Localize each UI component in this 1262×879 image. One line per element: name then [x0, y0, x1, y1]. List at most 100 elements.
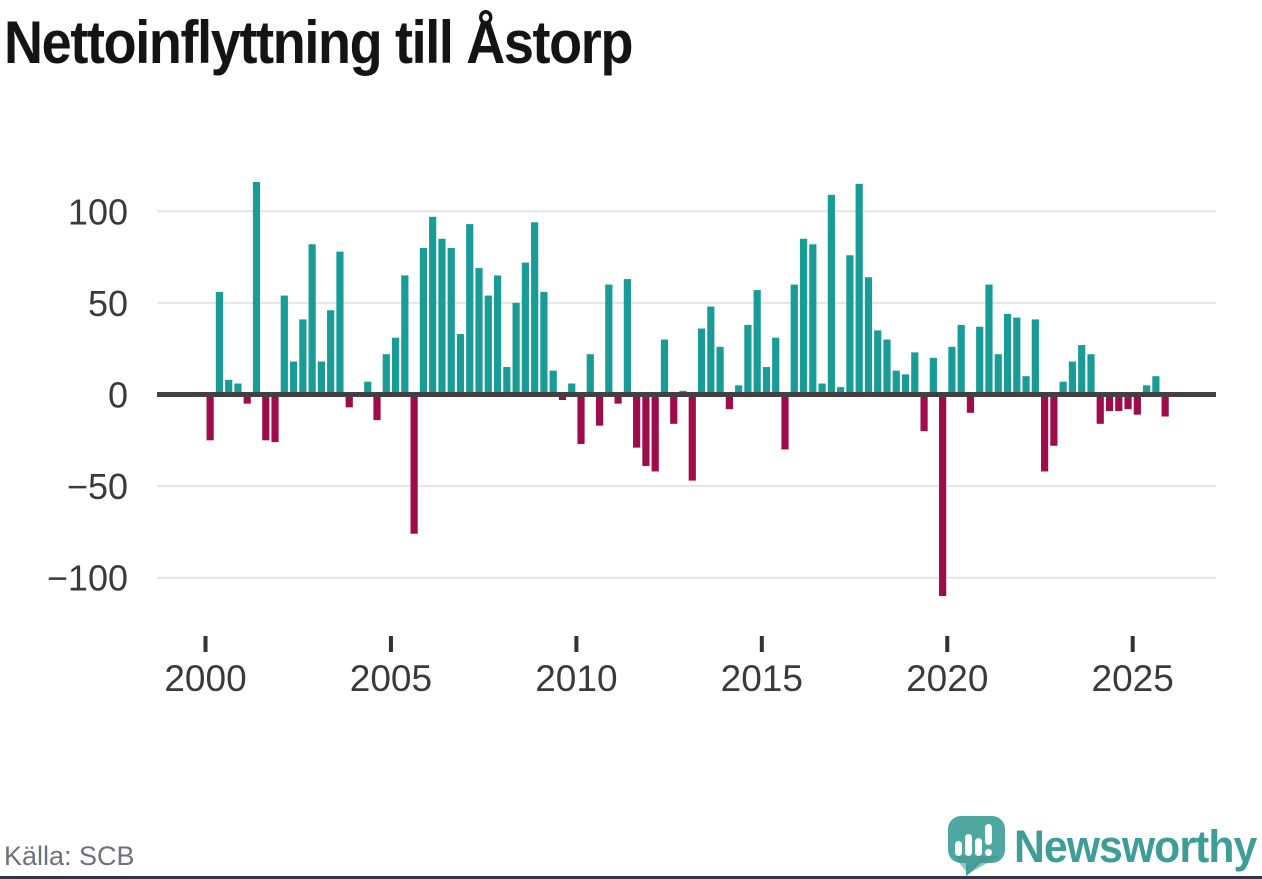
chart-title: Nettoinflyttning till Åstorp: [4, 9, 633, 76]
bar: [901, 374, 910, 395]
bar: [1133, 394, 1141, 415]
bar: [827, 194, 835, 395]
y-axis-label: 100: [68, 191, 128, 232]
bar: [438, 238, 446, 395]
bar: [1022, 376, 1030, 395]
newsworthy-logo-icon: [948, 816, 1005, 877]
bar: [484, 295, 492, 395]
source-label: Källa: SCB: [4, 841, 135, 871]
y-axis-label: −100: [47, 558, 128, 599]
bar: [475, 268, 483, 395]
bar: [614, 394, 622, 404]
bar: [419, 247, 427, 395]
bar: [642, 394, 650, 466]
bar: [225, 379, 233, 395]
bar: [985, 284, 993, 395]
bar: [753, 290, 761, 395]
bar: [864, 277, 873, 395]
bar: [994, 354, 1002, 395]
bar: [633, 394, 641, 448]
bar: [382, 354, 390, 395]
bar: [271, 394, 279, 443]
bar: [744, 324, 752, 395]
bar: [670, 394, 678, 424]
bar: [716, 346, 724, 395]
bar: [289, 361, 298, 395]
bar: [605, 284, 613, 395]
y-axis-label: 50: [88, 283, 128, 324]
bar: [466, 224, 474, 395]
bar: [1152, 376, 1160, 395]
bar: [262, 394, 270, 441]
x-axis-label: 2000: [164, 658, 246, 699]
logo-exclamation-dot: [985, 849, 992, 856]
bar: [707, 306, 715, 395]
bar: [883, 339, 891, 395]
logo-bar-medium: [975, 838, 982, 856]
bar: [531, 222, 539, 395]
bar: [809, 244, 817, 395]
bar: [521, 262, 529, 395]
x-axis-label: 2020: [906, 658, 988, 699]
bar: [948, 346, 956, 395]
bar: [837, 387, 845, 395]
bar: [651, 394, 659, 472]
bar: [252, 181, 261, 395]
bar: [911, 352, 919, 395]
bottom-strip: [0, 876, 1262, 879]
y-axis-label: −50: [67, 466, 128, 507]
bar: [1115, 394, 1123, 411]
bar: [308, 244, 316, 395]
bar: [456, 334, 465, 395]
bar: [1059, 381, 1067, 395]
bar: [1013, 317, 1021, 395]
x-axis-label: 2015: [721, 658, 803, 699]
bar: [892, 370, 900, 395]
bar-chart: 100 50 0 −50 −100 2000 2005 2010 2015 2020 2025: [47, 181, 1216, 699]
logo-exclamation-bar: [985, 824, 992, 845]
bar: [1096, 394, 1104, 424]
bar: [577, 394, 585, 444]
y-axis-label: 0: [108, 375, 128, 416]
bar: [540, 291, 548, 395]
bar: [855, 183, 863, 395]
logo-bubble-shade: [954, 856, 1000, 874]
bar: [939, 394, 947, 597]
bar: [735, 385, 743, 395]
bar: [957, 324, 965, 395]
bar: [781, 394, 789, 450]
bar: [976, 326, 984, 395]
bar: [1143, 385, 1151, 395]
bar: [772, 337, 780, 395]
bar: [1087, 354, 1095, 395]
bar: [410, 394, 418, 534]
bar: [317, 361, 325, 395]
bar: [1041, 394, 1049, 472]
bar: [280, 295, 288, 395]
bar: [401, 275, 409, 395]
bar: [920, 394, 928, 432]
bar: [1124, 394, 1132, 410]
bar: [1105, 394, 1114, 411]
x-axis-label: 2005: [350, 658, 432, 699]
bar: [846, 255, 854, 395]
bar: [568, 383, 576, 395]
brand-logo: Newsworthy: [948, 814, 1262, 878]
bar: [345, 394, 353, 408]
bar: [929, 357, 937, 395]
bar: [512, 302, 520, 395]
bar: [299, 319, 307, 395]
bar: [429, 216, 437, 395]
bar: [762, 367, 771, 395]
logo-bar-small: [955, 841, 962, 856]
brand-name: Newsworthy: [1014, 821, 1257, 872]
bar: [595, 394, 604, 426]
bar: [447, 247, 455, 395]
bar: [234, 383, 242, 395]
bar: [215, 291, 224, 395]
bar: [790, 284, 798, 395]
bar: [373, 394, 381, 421]
bar: [1050, 394, 1058, 446]
bar: [623, 279, 631, 395]
bar: [1003, 313, 1012, 395]
